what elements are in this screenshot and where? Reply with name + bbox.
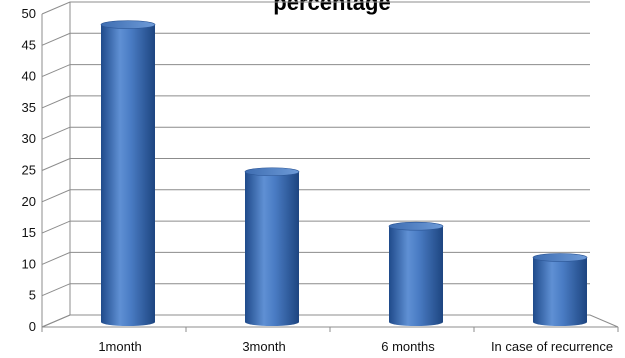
bar-top: [532, 253, 588, 262]
bars: [100, 20, 588, 327]
x-tick-label: 6 months: [381, 339, 435, 354]
axes: [41, 2, 619, 332]
y-tick-label: 40: [22, 69, 36, 84]
bar: [244, 167, 300, 326]
bar-body: [101, 24, 155, 327]
bar-body: [533, 257, 587, 326]
y-tick-label: 15: [22, 225, 36, 240]
y-tick-label: 25: [22, 163, 36, 178]
bar-body: [245, 171, 299, 326]
y-tick-labels: 0 5 10 15 20 25 30 35 40 45 50: [22, 6, 36, 334]
y-tick-label: 5: [29, 288, 36, 303]
x-tick-label: In case of recurrence: [491, 339, 613, 354]
bar-body: [389, 226, 443, 326]
x-tick-label: 1month: [98, 339, 141, 354]
chart-title: percentage: [273, 0, 390, 15]
x-tick-labels: 1month 3month 6 months In case of recurrenc…: [98, 339, 613, 354]
y-tick-label: 50: [22, 6, 36, 21]
y-tick-label: 20: [22, 194, 36, 209]
y-tick-label: 10: [22, 256, 36, 271]
y-tick-label: 0: [29, 319, 36, 334]
y-tick-label: 35: [22, 100, 36, 115]
y-tick-label: 45: [22, 37, 36, 52]
y-tick-label: 30: [22, 131, 36, 146]
x-tick-label: 3month: [242, 339, 285, 354]
chart-floor: [41, 314, 619, 328]
bar: [100, 20, 156, 327]
bar-top: [100, 20, 156, 29]
bar: [388, 221, 444, 326]
bar-top: [388, 221, 444, 231]
bar: [532, 253, 588, 326]
bar-top: [244, 167, 300, 177]
